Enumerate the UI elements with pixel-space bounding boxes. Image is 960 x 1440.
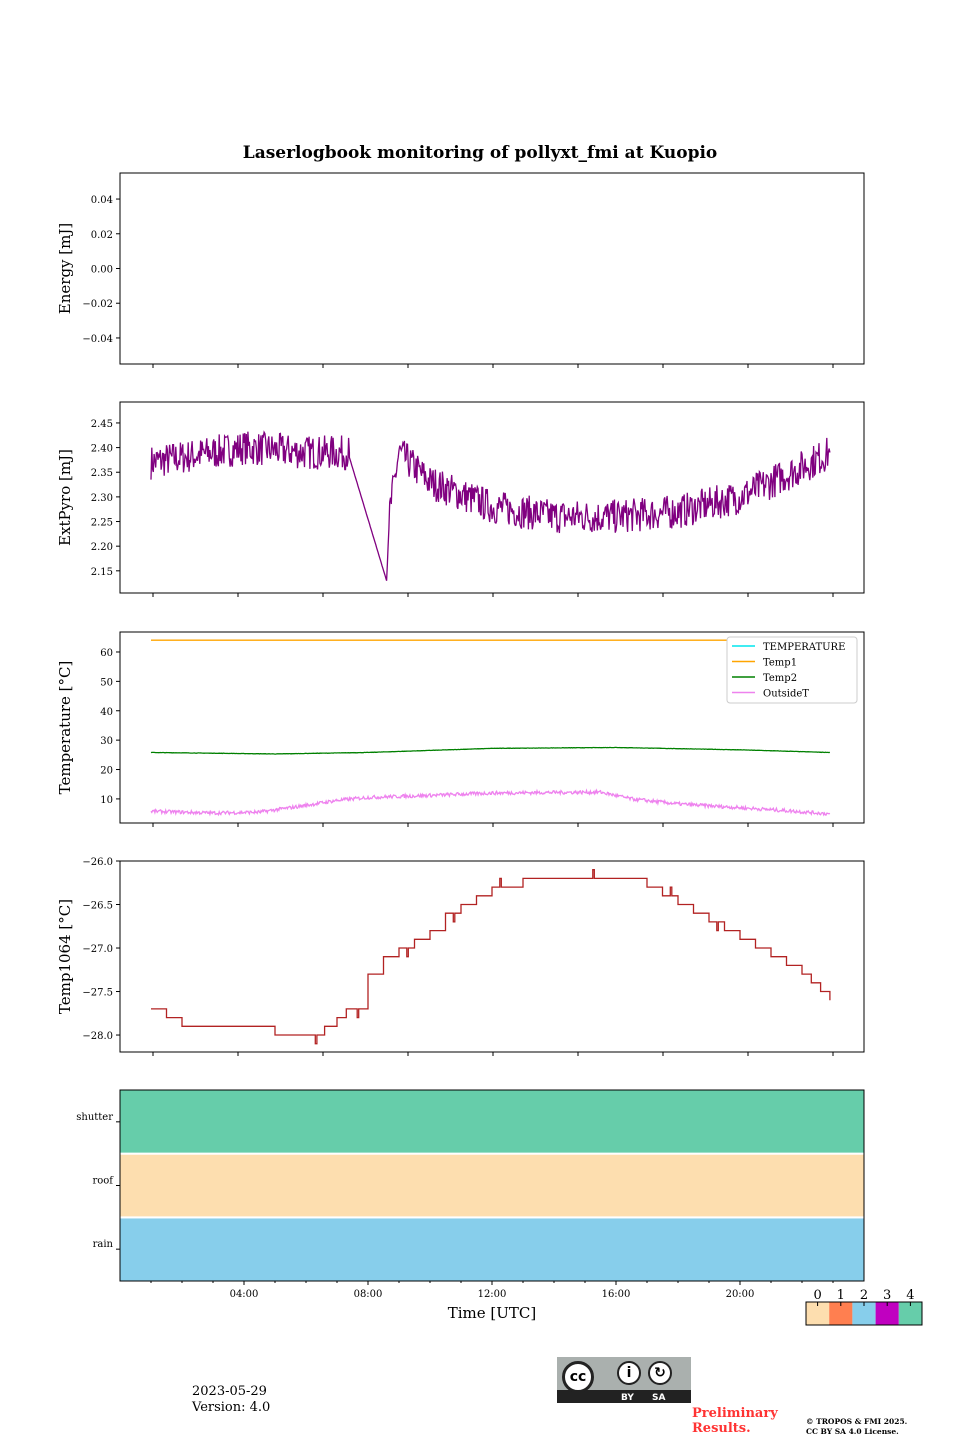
colorbar-tick-label: 3 (883, 1288, 891, 1303)
y-axis-label: Energy [mJ] (56, 223, 74, 314)
colorbar-tick-label: 1 (837, 1288, 845, 1303)
y-tick-label: 60 (100, 648, 113, 659)
chart-title: Laserlogbook monitoring of pollyxt_fmi a… (243, 143, 718, 163)
y-tick-label: −0.04 (82, 334, 113, 345)
colorbar-tick-label: 0 (813, 1288, 821, 1303)
legend-label: Temp1 (763, 658, 797, 669)
colorbar-swatch (875, 1302, 899, 1325)
status-row-roof (120, 1154, 864, 1218)
y-tick-label: 40 (100, 707, 113, 718)
y-tick-label: 10 (100, 795, 113, 806)
version-text: Version: 4.0 (192, 1400, 271, 1415)
license-text: CC BY SA 4.0 License. (806, 1427, 899, 1436)
y-tick-label: 2.20 (91, 542, 113, 553)
preliminary-results-text: Preliminary Results. (692, 1406, 778, 1436)
legend-label: OutsideT (763, 689, 809, 700)
colorbar-tick-label: 2 (860, 1288, 868, 1303)
panel-1: 0.04 0.02 0.00 −0.02 −0.04 Energy [mJ] (56, 172, 865, 368)
y-axis-label: Temperature [°C] (56, 661, 74, 795)
colorbar-swatch (852, 1302, 876, 1325)
y-tick-label: 0.04 (91, 195, 113, 206)
y-tick-label: 0.02 (91, 230, 113, 241)
legend-label: Temp2 (763, 673, 797, 684)
panel-2: 2.45 2.40 2.35 2.30 2.25 2.20 2.15 ExtPyro [mJ] (56, 401, 865, 597)
x-axis-label: Time [UTC] (448, 1304, 537, 1322)
y-tick-label: 20 (100, 766, 113, 777)
y-tick-label: 2.35 (91, 468, 113, 479)
y-tick-label: −26.5 (82, 901, 113, 912)
date-text: 2023-05-29 (192, 1384, 267, 1399)
plot-area (119, 401, 865, 594)
copyright-block: © TROPOS & FMI 2025. CC BY SA 4.0 Licens… (806, 1417, 907, 1437)
y-tick-label: 30 (100, 736, 113, 747)
y-tick-label: 2.40 (91, 444, 113, 455)
colorbar-swatch (829, 1302, 853, 1325)
cc-sa-label: SA (652, 1393, 666, 1403)
y-tick-label: −0.02 (82, 299, 113, 310)
cc-by-label: BY (621, 1393, 634, 1403)
y-tick-label: 0.00 (91, 265, 113, 276)
y-tick-label: roof (92, 1176, 114, 1187)
x-tick-label: 04:00 (230, 1289, 259, 1300)
x-tick-label: 08:00 (354, 1289, 383, 1300)
series-line-Temp1064 (151, 869, 831, 1045)
y-tick-label: −28.0 (82, 1031, 113, 1042)
y-tick-label: −26.0 (82, 857, 113, 868)
y-tick-label: 50 (100, 677, 113, 688)
cc-icon: cc (562, 1361, 594, 1393)
y-tick-label: rain (93, 1239, 114, 1250)
x-tick-label: 20:00 (726, 1289, 755, 1300)
share-alike-icon: ↻ (648, 1361, 672, 1385)
series-line-OutsideT (150, 788, 831, 817)
series-line-Temp2 (150, 746, 830, 755)
status-row-rain (120, 1218, 864, 1281)
y-tick-label: 2.25 (91, 518, 113, 529)
y-tick-label: −27.0 (82, 944, 113, 955)
copyright-text: © TROPOS & FMI 2025. (806, 1417, 908, 1426)
y-tick-label: −27.5 (82, 988, 113, 999)
colorbar-tick-label: 4 (906, 1288, 914, 1303)
colorbar-swatch (898, 1302, 922, 1325)
plot-area (119, 172, 865, 365)
legend-frame (726, 636, 858, 704)
colorbar-swatch (806, 1302, 830, 1325)
legend: TEMPERATURE Temp1 Temp2 OutsideT (726, 636, 858, 704)
y-tick-label: 2.15 (91, 567, 113, 578)
footer-date-version: 2023-05-29 Version: 4.0 (192, 1384, 270, 1416)
series-line-ExtPyro (150, 430, 831, 581)
x-tick-label: 12:00 (478, 1289, 507, 1300)
legend-label: TEMPERATURE (763, 642, 845, 653)
y-tick-label: 2.30 (91, 493, 113, 504)
x-tick-label: 16:00 (602, 1289, 631, 1300)
y-tick-label: shutter (76, 1112, 113, 1123)
y-axis-label: Temp1064 [°C] (56, 899, 74, 1014)
attribution-icon: i (617, 1361, 641, 1385)
panel-5-status: shutter roof rain 04:00 08:00 12:00 16:00 20:00… (76, 1089, 865, 1322)
y-tick-label: 2.45 (91, 419, 113, 430)
cc-license-logo: cc i ↻ BY SA (557, 1357, 691, 1403)
colorbar-frame (805, 1301, 923, 1326)
status-row-shutter (120, 1090, 864, 1154)
panel-4: −26.0 −26.5 −27.0 −27.5 −28.0 Temp1064 [°C] (56, 857, 865, 1056)
y-axis-label: ExtPyro [mJ] (56, 449, 74, 546)
